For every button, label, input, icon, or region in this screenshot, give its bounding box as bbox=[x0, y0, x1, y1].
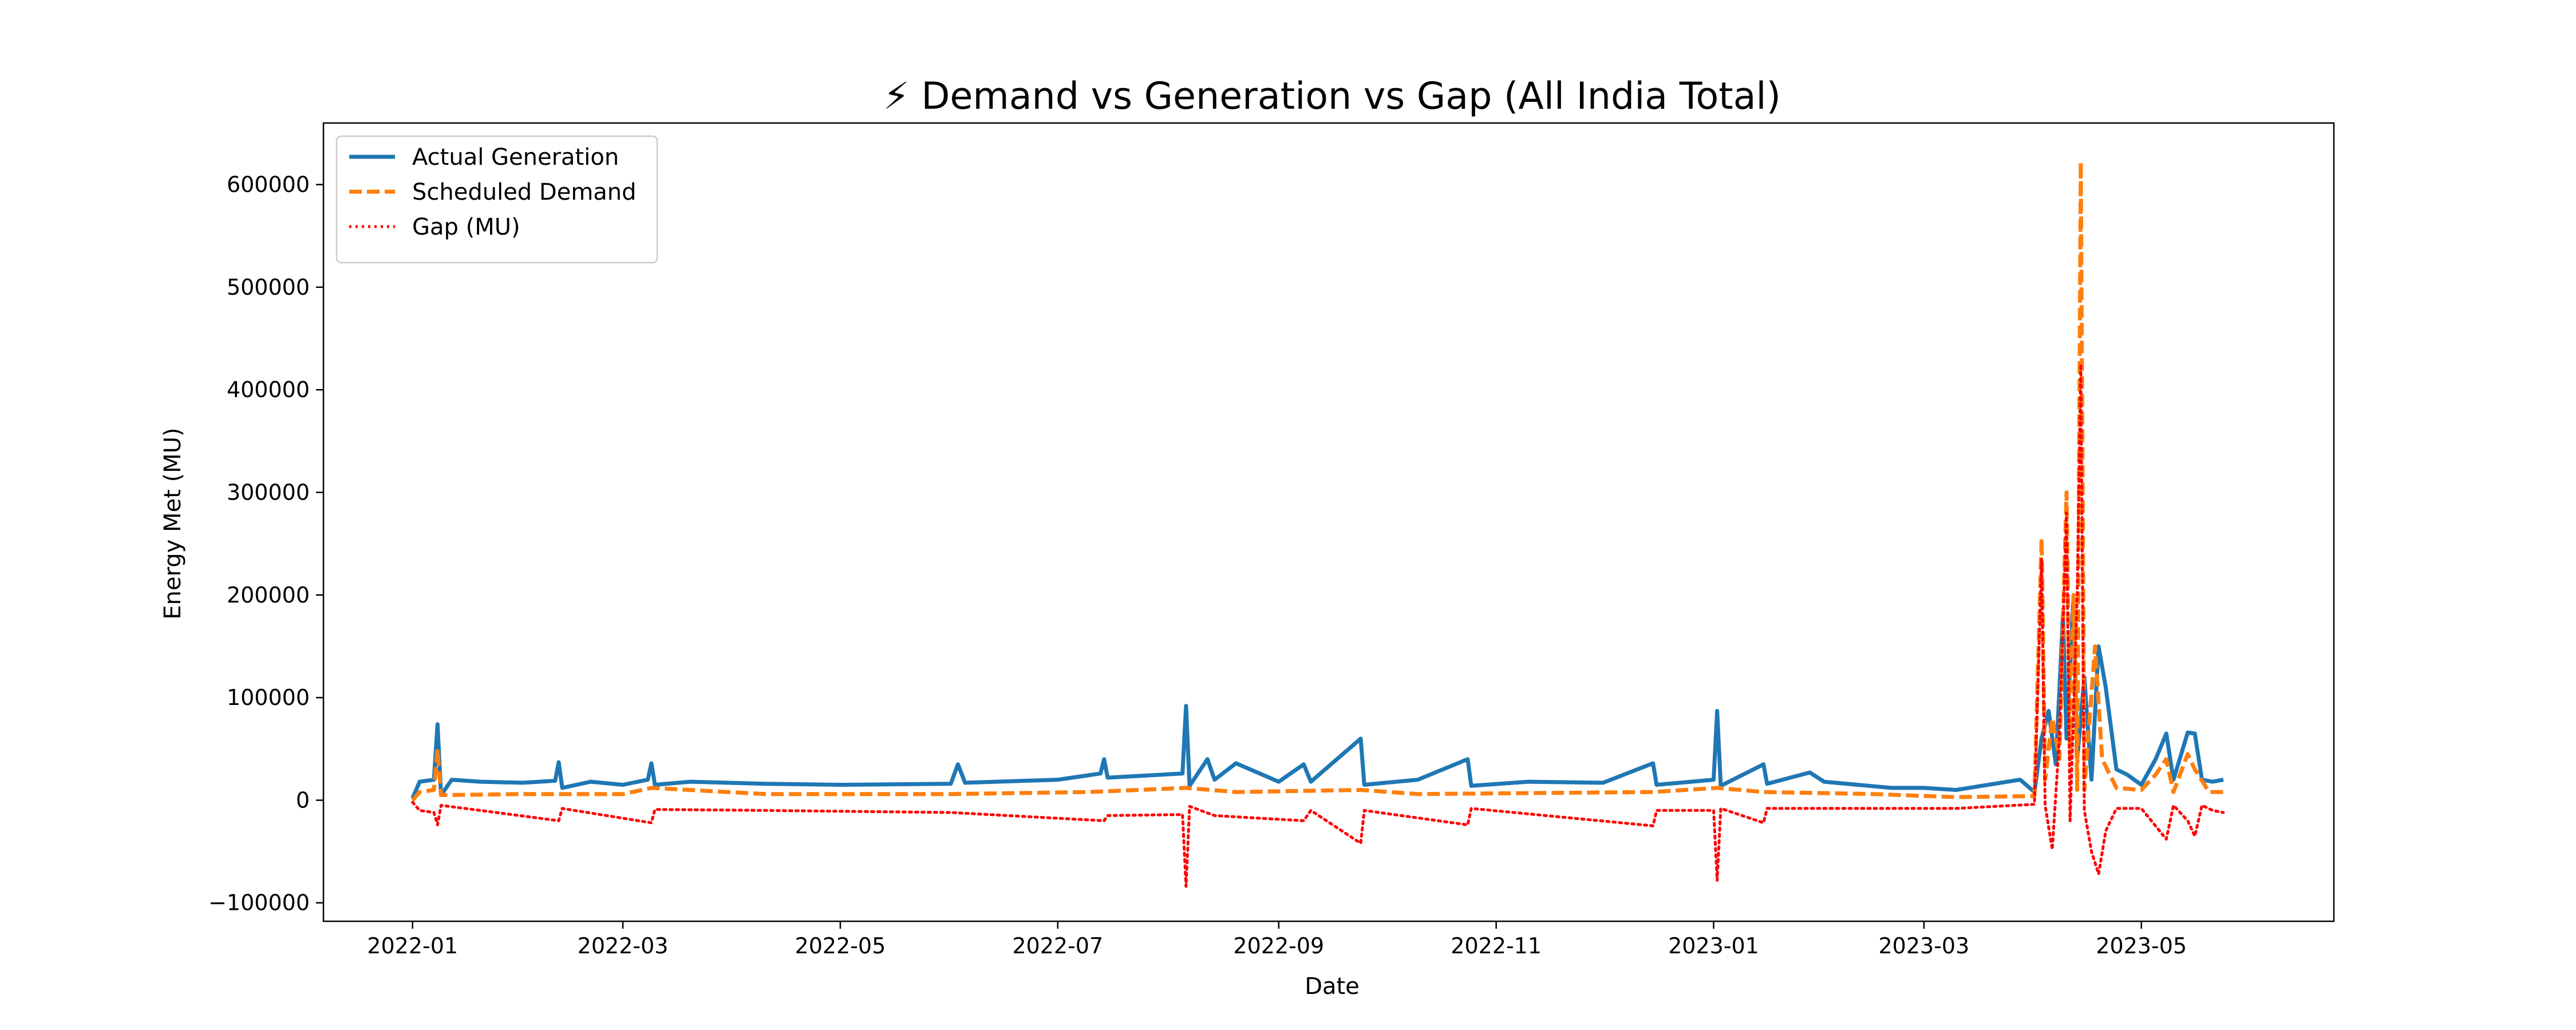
legend-label-scheduled-demand: Scheduled Demand bbox=[412, 179, 637, 205]
series-layer bbox=[410, 160, 2225, 888]
x-tick-label: 2023-01 bbox=[1668, 933, 1759, 958]
x-tick-label: 2022-01 bbox=[367, 933, 458, 958]
x-tick-label: 2022-05 bbox=[795, 933, 886, 958]
x-axis-label: Date bbox=[1305, 973, 1360, 1000]
y-tick-label: 400000 bbox=[227, 377, 310, 402]
series-line-gap-mu bbox=[411, 362, 2225, 888]
legend: Actual Generation Scheduled Demand Gap (MU… bbox=[335, 135, 658, 264]
y-tick-label: 100000 bbox=[227, 685, 310, 710]
y-tick-label: 600000 bbox=[227, 172, 310, 197]
x-tick-label: 2022-07 bbox=[1012, 933, 1103, 958]
x-tick-label: 2022-11 bbox=[1451, 933, 1542, 958]
x-tick-label: 2023-03 bbox=[1879, 933, 1970, 958]
legend-label-actual-generation: Actual Generation bbox=[412, 144, 619, 171]
y-tick-label: −100000 bbox=[208, 890, 310, 916]
chart-title: ⚡ Demand vs Generation vs Gap (All India… bbox=[883, 75, 1781, 118]
legend-frame bbox=[335, 135, 658, 264]
y-tick-label: 300000 bbox=[227, 480, 310, 505]
y-tick-label: 500000 bbox=[227, 275, 310, 300]
series-line-actual-generation bbox=[410, 593, 2224, 799]
plot-frame bbox=[322, 122, 2335, 922]
y-axis-label: Energy Met (MU) bbox=[160, 427, 186, 619]
x-tick-label: 2022-09 bbox=[1233, 933, 1324, 958]
legend-label-gap-mu: Gap (MU) bbox=[412, 214, 520, 240]
y-tick-label: 200000 bbox=[227, 583, 310, 608]
plot-area bbox=[322, 122, 2335, 922]
x-tick-label: 2023-05 bbox=[2096, 933, 2187, 958]
y-axis: −100000 0 100000 200000 300000 400000 500000 60… bbox=[208, 172, 323, 916]
x-tick-label: 2022-03 bbox=[578, 933, 669, 958]
x-axis: 2022-01 2022-03 2022-05 2022-07 2022-09 2022-… bbox=[367, 921, 2187, 958]
y-tick-label: 0 bbox=[296, 787, 310, 813]
